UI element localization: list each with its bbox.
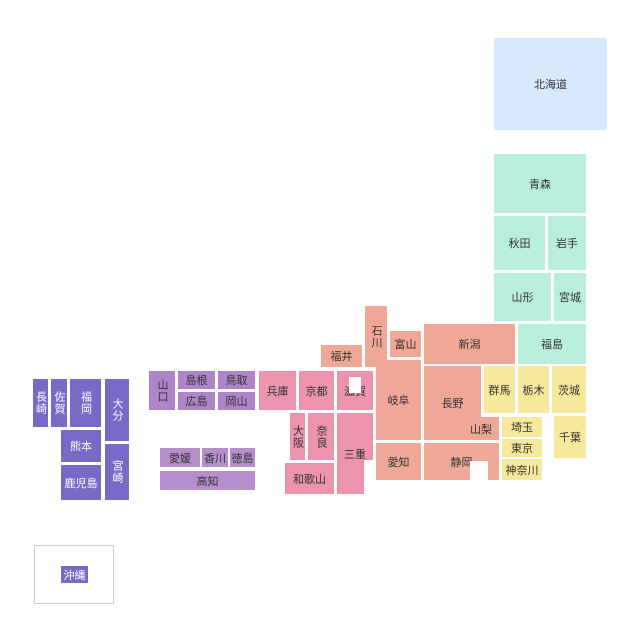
prefecture[interactable]: 徳島 <box>230 448 255 467</box>
prefecture[interactable]: 宮城 <box>554 273 586 321</box>
prefecture[interactable]: 広島 <box>178 392 215 410</box>
prefecture[interactable]: 香川 <box>202 448 228 467</box>
prefecture[interactable]: 大阪 <box>290 413 305 460</box>
prefecture[interactable]: 青森 <box>494 154 586 213</box>
prefecture[interactable]: 富山 <box>390 331 421 357</box>
map-notch <box>349 377 361 393</box>
prefecture[interactable]: 東京 <box>502 439 542 457</box>
okinawa-frame <box>34 545 114 604</box>
prefecture[interactable]: 鹿児島 <box>61 465 101 500</box>
prefecture[interactable]: 高知 <box>160 471 255 490</box>
prefecture[interactable]: 岩手 <box>548 216 586 270</box>
prefecture[interactable]: 岐阜 <box>376 360 421 440</box>
prefecture[interactable]: 福井 <box>321 345 362 367</box>
prefecture[interactable]: 茨城 <box>552 366 586 413</box>
prefecture[interactable]: 愛媛 <box>160 448 200 467</box>
map-notch <box>470 461 488 480</box>
prefecture[interactable]: 北海道 <box>494 38 607 130</box>
prefecture[interactable]: 熊本 <box>61 430 101 462</box>
prefecture[interactable]: 沖縄 <box>61 566 88 583</box>
prefecture[interactable]: 島根 <box>178 371 215 389</box>
prefecture[interactable]: 鳥取 <box>218 371 255 389</box>
prefecture[interactable]: 愛知 <box>376 443 421 480</box>
prefecture[interactable]: 京都 <box>299 371 334 410</box>
prefecture[interactable]: 佐賀 <box>51 379 67 427</box>
prefecture[interactable]: 福島 <box>518 324 586 364</box>
prefecture[interactable]: 石川 <box>365 306 387 367</box>
prefecture[interactable]: 山梨 <box>463 417 499 440</box>
prefecture[interactable]: 埼玉 <box>502 417 542 437</box>
prefecture[interactable]: 栃木 <box>518 366 549 413</box>
prefecture[interactable]: 和歌山 <box>285 463 334 494</box>
prefecture[interactable]: 群馬 <box>484 366 515 413</box>
prefecture[interactable]: 千葉 <box>554 416 586 458</box>
prefecture[interactable]: 大分 <box>105 379 129 441</box>
prefecture[interactable]: 岡山 <box>218 392 255 410</box>
prefecture[interactable]: 長崎 <box>33 379 48 427</box>
prefecture[interactable]: 山口 <box>149 371 175 410</box>
prefecture[interactable]: 奈良 <box>308 413 334 460</box>
prefecture[interactable]: 新潟 <box>424 324 515 364</box>
prefecture[interactable]: 宮崎 <box>105 444 129 500</box>
prefecture[interactable]: 秋田 <box>494 216 545 270</box>
map-notch <box>364 460 373 494</box>
prefecture[interactable]: 兵庫 <box>259 371 296 410</box>
prefecture[interactable]: 福岡 <box>70 379 101 427</box>
prefecture[interactable]: 山形 <box>494 273 551 321</box>
prefecture[interactable]: 神奈川 <box>502 459 542 480</box>
